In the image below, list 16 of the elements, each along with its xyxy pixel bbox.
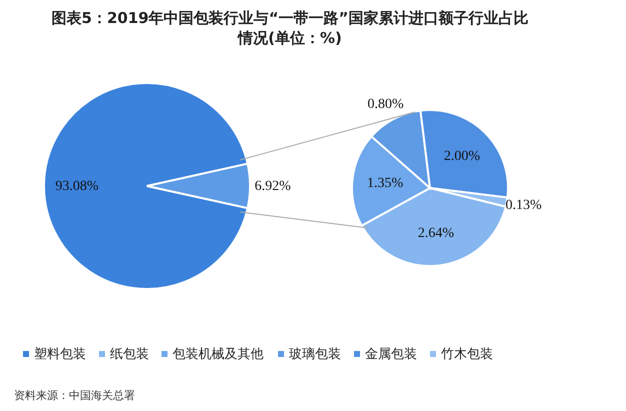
legend-label: 竹木包装 xyxy=(441,347,493,362)
data-label: 2.64% xyxy=(418,226,454,241)
legend-label: 包装机械及其他 xyxy=(172,347,264,362)
legend-label: 纸包装 xyxy=(110,347,149,362)
data-label: 2.00% xyxy=(444,149,480,164)
data-label: 0.80% xyxy=(368,96,404,112)
data-label: 0.13% xyxy=(506,198,542,214)
legend-label: 玻璃包装 xyxy=(289,347,341,362)
legend-label: 金属包装 xyxy=(365,347,417,362)
pie-slice xyxy=(43,82,249,290)
chart-title: 图表5：2019年中国包装行业与“一带一路”国家累计进口额子行业占比情况(单位：%) xyxy=(52,9,528,47)
data-label: 6.92% xyxy=(254,178,292,194)
text: 资料来源：中国海关总署 xyxy=(14,389,135,402)
data-label: 93.08% xyxy=(55,179,99,194)
legend-label: 塑料包装 xyxy=(34,346,86,362)
data-label: 1.35% xyxy=(366,176,404,192)
